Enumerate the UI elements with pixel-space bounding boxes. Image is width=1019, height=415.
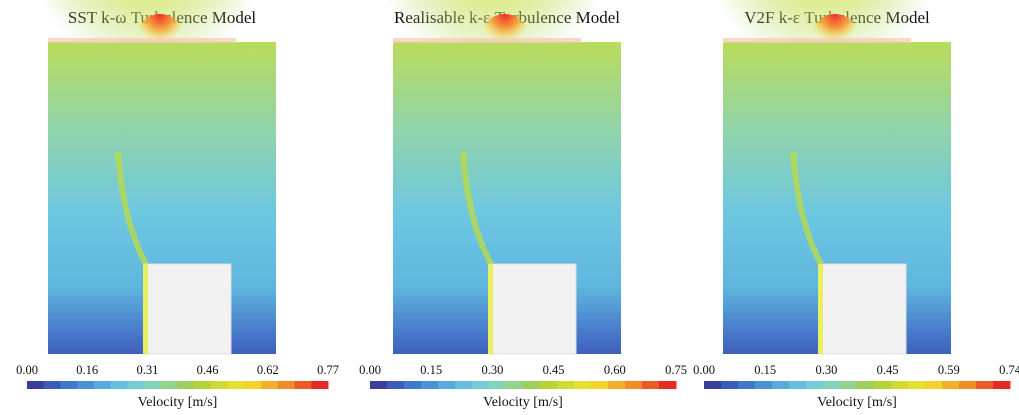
colorbar-swatch: [721, 381, 739, 389]
colorbar-swatch: [642, 381, 660, 389]
colorbar-tick-label: 0.00: [16, 363, 38, 377]
colorbar-swatch: [227, 381, 245, 389]
contour-jet: [460, 151, 494, 266]
colorbar-swatch: [942, 381, 960, 389]
colorbar-tick-label: 0.00: [359, 363, 381, 377]
colorbar-swatch: [523, 381, 541, 389]
colorbar-swatch: [60, 381, 78, 389]
colorbar-tick-label: 0.74: [999, 363, 1019, 377]
colorbar-swatch: [772, 381, 790, 389]
colorbar-tick-label: 0.16: [76, 363, 98, 377]
colorbar-swatch: [194, 381, 212, 389]
colorbar-swatch: [277, 381, 296, 389]
colorbar-swatch: [574, 381, 592, 389]
colorbar-swatch: [755, 381, 773, 389]
panel: V2F k-ε Turbulence Model0.000.150.300.45…: [693, 0, 1019, 410]
colorbar-tick-label: 0.15: [420, 363, 442, 377]
obstacle: [144, 263, 232, 355]
colorbar-tick-label: 0.75: [665, 363, 687, 377]
colorbar-tick-label: 0.30: [481, 363, 503, 377]
colorbar-swatch: [874, 381, 892, 389]
colorbar-swatch: [127, 381, 145, 389]
wall-gap: [143, 264, 148, 354]
colorbar-swatch: [976, 381, 994, 389]
colorbar-swatch: [959, 381, 977, 389]
colorbar-swatch: [704, 381, 722, 389]
colorbar-tick-label: 0.15: [754, 363, 776, 377]
colorbar-swatch: [489, 381, 507, 389]
contour-jet: [790, 151, 824, 266]
colorbar-swatch: [608, 381, 626, 389]
colorbar-tick-label: 0.60: [604, 363, 626, 377]
colorbar-swatch: [160, 381, 178, 389]
colorbar-swatch: [43, 381, 61, 389]
colorbar-swatch: [738, 381, 756, 389]
colorbar-swatch: [472, 381, 490, 389]
colorbar-swatch: [993, 381, 1011, 389]
inlet-strip: [393, 38, 581, 43]
contour-plume: [378, 0, 608, 212]
obstacle: [819, 263, 907, 355]
colorbar-swatch: [891, 381, 909, 389]
colorbar-swatch: [908, 381, 926, 389]
colorbar-tick-label: 0.31: [136, 363, 158, 377]
colorbar-label: Velocity [m/s]: [138, 395, 218, 410]
colorbar-swatch: [387, 381, 405, 389]
inlet-strip: [48, 38, 236, 43]
colorbar-swatch: [177, 381, 195, 389]
colorbar-swatch: [438, 381, 456, 389]
wall-gap: [488, 264, 493, 354]
colorbar-swatch: [557, 381, 575, 389]
colorbar-swatch: [857, 381, 875, 389]
colorbar-swatch: [77, 381, 95, 389]
contour-plume: [708, 0, 938, 212]
colorbar-swatch: [591, 381, 609, 389]
colorbar-swatch: [370, 381, 388, 389]
inlet-strip: [723, 38, 911, 43]
colorbar-swatch: [789, 381, 807, 389]
panel: Realisable k-ε Turbulence Model0.000.150…: [359, 0, 687, 410]
colorbar-tick-label: 0.45: [877, 363, 899, 377]
colorbar-tick-label: 0.30: [815, 363, 837, 377]
colorbar-label: Velocity [m/s]: [483, 395, 563, 410]
colorbar-swatch: [244, 381, 262, 389]
obstacle: [489, 263, 577, 355]
contour-plume: [33, 0, 263, 212]
colorbar-swatch: [659, 381, 677, 389]
colorbar-label: Velocity [m/s]: [817, 395, 897, 410]
colorbar-swatch: [421, 381, 439, 389]
colorbar-tick-label: 0.59: [938, 363, 960, 377]
colorbar-swatch: [455, 381, 473, 389]
colorbar-tick-label: 0.62: [257, 363, 279, 377]
colorbar-swatch: [925, 381, 943, 389]
colorbar-swatch: [506, 381, 524, 389]
contour-jet: [115, 151, 149, 266]
colorbar-swatch: [311, 381, 329, 389]
colorbar-swatch: [823, 381, 841, 389]
colorbar-swatch: [806, 381, 824, 389]
wall-gap: [818, 264, 823, 354]
colorbar-tick-label: 0.00: [693, 363, 715, 377]
colorbar-swatch: [27, 381, 45, 389]
colorbar-swatch: [210, 381, 229, 389]
colorbar-swatch: [144, 381, 162, 389]
colorbar-swatch: [294, 381, 312, 389]
colorbar-swatch: [110, 381, 128, 389]
colorbar-tick-label: 0.46: [197, 363, 219, 377]
colorbar-swatch: [261, 381, 279, 389]
colorbar-tick-label: 0.45: [543, 363, 565, 377]
colorbar-swatch: [625, 381, 643, 389]
colorbar-swatch: [93, 381, 112, 389]
colorbar-swatch: [404, 381, 422, 389]
colorbar-swatch: [840, 381, 858, 389]
colorbar-swatch: [540, 381, 558, 389]
panel: SST k-ω Turbulence Model0.000.160.310.46…: [16, 0, 339, 410]
colorbar-tick-label: 0.77: [317, 363, 339, 377]
